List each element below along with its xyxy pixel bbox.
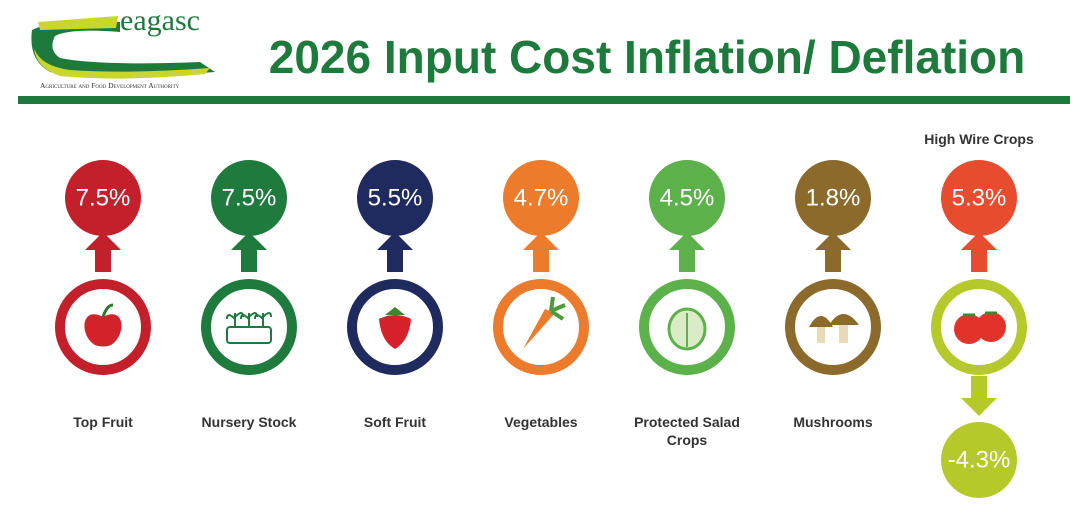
arrow-up (815, 232, 851, 272)
change-value: 1.8% (806, 185, 861, 212)
items: 7.5% Top Fruit 7.5% Nursery Stock 5.5% Soft F… (55, 131, 1034, 498)
label-line: Protected Salad (634, 414, 740, 430)
change-circle (795, 160, 871, 236)
change-value: 7.5% (76, 185, 131, 212)
icon-tomato (976, 312, 1006, 342)
icon-mushroom (809, 314, 859, 327)
change-circle (649, 160, 725, 236)
icon-carrot (523, 309, 555, 349)
logo-bar (38, 16, 118, 30)
change-value: 7.5% (222, 185, 277, 212)
icon-mushroom-stem (839, 325, 848, 343)
title: 2026 Input Cost Inflation/ Deflation (269, 31, 1025, 83)
category-label: Soft Fruit (364, 414, 427, 430)
icon-mushroom-stem (817, 327, 825, 343)
logo-swoosh (31, 20, 216, 76)
change-value: 5.5% (368, 185, 423, 212)
arrow-up (523, 232, 559, 272)
change-value: 4.7% (514, 185, 569, 212)
logo-subtitle: Agriculture and Food Development Authori… (40, 81, 180, 90)
change-value: 5.3% (952, 185, 1007, 212)
change-circle (503, 160, 579, 236)
icon-carrot-top (549, 296, 566, 321)
change-circle (941, 160, 1017, 236)
category-label: Protected Salad Crops (634, 414, 740, 448)
change-circle (941, 422, 1017, 498)
arrow-down (961, 376, 997, 416)
change-circle (211, 160, 287, 236)
arrow-up (377, 232, 413, 272)
icon-leaf (101, 303, 114, 318)
category-label: Mushrooms (793, 414, 873, 430)
arrow-up (961, 232, 997, 272)
change-value: -4.3% (948, 447, 1011, 474)
logo: eagasc Agriculture and Food Development … (31, 4, 216, 90)
category-label: Top Fruit (73, 414, 133, 430)
arrow-up (85, 232, 121, 272)
arrow-up (669, 232, 705, 272)
icon-tomato-top (963, 311, 997, 317)
icon-strawberry (379, 315, 411, 349)
label-line: Crops (667, 432, 708, 448)
arrow-up (231, 232, 267, 272)
change-circle (357, 160, 433, 236)
logo-swoosh-accent (34, 48, 210, 79)
icon-seedling (254, 312, 272, 327)
icon-strawberry-top (385, 307, 405, 315)
category-label: Nursery Stock (202, 414, 297, 430)
change-value: 4.5% (660, 185, 715, 212)
category-label: High Wire Crops (924, 131, 1034, 147)
icon-tomato (954, 314, 984, 344)
icon-apple (84, 314, 122, 347)
change-circle (65, 160, 141, 236)
logo-text: eagasc (120, 4, 200, 37)
header-rule (18, 96, 1070, 104)
category-label: Vegetables (504, 414, 577, 430)
